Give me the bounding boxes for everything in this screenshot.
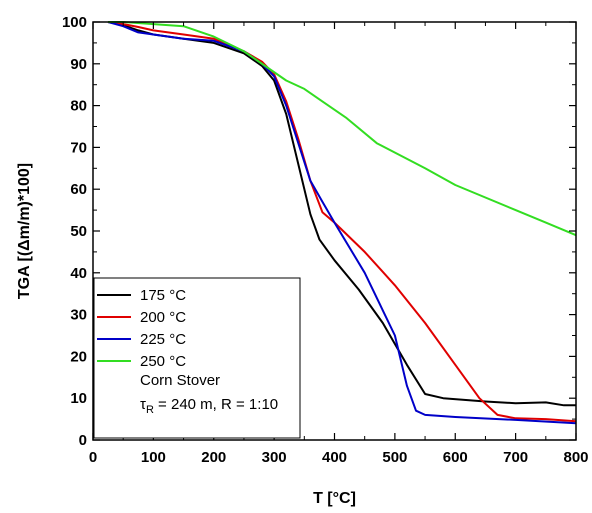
- x-tick-label: 800: [563, 449, 588, 466]
- ticks-layer: 0 100 200 300 400 500 600 700 800 0 10 20 30 40 50 60 70…: [62, 14, 589, 466]
- legend-items: 175 °C 200 °C 225 °C 250 °C: [97, 287, 186, 370]
- legend-box: [93, 277, 301, 439]
- y-tick-label: 70: [70, 139, 87, 156]
- legend-conditions-label: τR = 240 m, R = 1:10: [140, 396, 278, 416]
- y-tick-label: 30: [70, 307, 87, 324]
- tau-subscript: R: [146, 404, 154, 416]
- tau-symbol: τ: [140, 396, 146, 413]
- x-tick-label: 100: [141, 449, 166, 466]
- y-tick-label: 40: [70, 265, 87, 282]
- y-tick-label: 50: [70, 223, 87, 240]
- y-tick-label: 90: [70, 56, 87, 73]
- x-tick-label: 400: [322, 449, 347, 466]
- legend-label-2: 200 °C: [140, 309, 186, 326]
- series-line-4: [108, 21, 577, 237]
- y-tick-label: 80: [70, 98, 87, 115]
- conditions-text: = 240 m, R = 1:10: [154, 396, 278, 413]
- x-axis-title: T [°C]: [313, 490, 356, 507]
- x-tick-label: 700: [503, 449, 528, 466]
- x-tick-label: 600: [443, 449, 468, 466]
- y-tick-label: 20: [70, 348, 87, 365]
- series-line-3: [107, 21, 577, 425]
- x-tick-label: 500: [382, 449, 407, 466]
- legend-label-4: 250 °C: [140, 353, 186, 370]
- legend-label-1: 175 °C: [140, 287, 186, 304]
- y-tick-label: 10: [70, 390, 87, 407]
- y-axis-title: TGA [(Δm/m)*100]: [16, 163, 33, 299]
- legend-sample-label: Corn Stover: [140, 372, 220, 389]
- y-tick-label: 0: [79, 432, 87, 449]
- legend: 175 °C 200 °C 225 °C 250 °C Corn Stover τR …: [93, 277, 301, 439]
- y-tick-label: 60: [70, 181, 87, 198]
- x-tick-label: 0: [89, 449, 97, 466]
- series-layer: [107, 21, 577, 425]
- y-tick-label: 100: [62, 14, 87, 31]
- legend-label-3: 225 °C: [140, 331, 186, 348]
- x-tick-label: 300: [262, 449, 287, 466]
- x-tick-label: 200: [201, 449, 226, 466]
